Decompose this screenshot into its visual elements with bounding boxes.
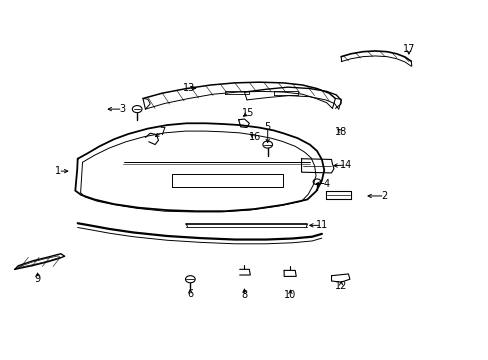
Text: 17: 17 <box>402 44 414 54</box>
Text: 3: 3 <box>120 104 125 114</box>
Text: 5: 5 <box>264 122 270 132</box>
Text: 10: 10 <box>284 290 296 300</box>
Text: 9: 9 <box>35 274 41 284</box>
Text: 2: 2 <box>381 191 387 201</box>
Text: 4: 4 <box>323 179 329 189</box>
Text: 8: 8 <box>241 290 247 300</box>
Text: 18: 18 <box>334 127 346 137</box>
Text: 16: 16 <box>248 132 261 143</box>
Text: 13: 13 <box>183 83 195 93</box>
Text: 11: 11 <box>315 220 327 230</box>
Text: 7: 7 <box>159 127 165 137</box>
Text: 15: 15 <box>242 108 254 118</box>
Text: 6: 6 <box>187 289 193 299</box>
Text: 12: 12 <box>334 281 346 291</box>
Text: 1: 1 <box>55 166 61 176</box>
Text: 14: 14 <box>339 160 351 170</box>
